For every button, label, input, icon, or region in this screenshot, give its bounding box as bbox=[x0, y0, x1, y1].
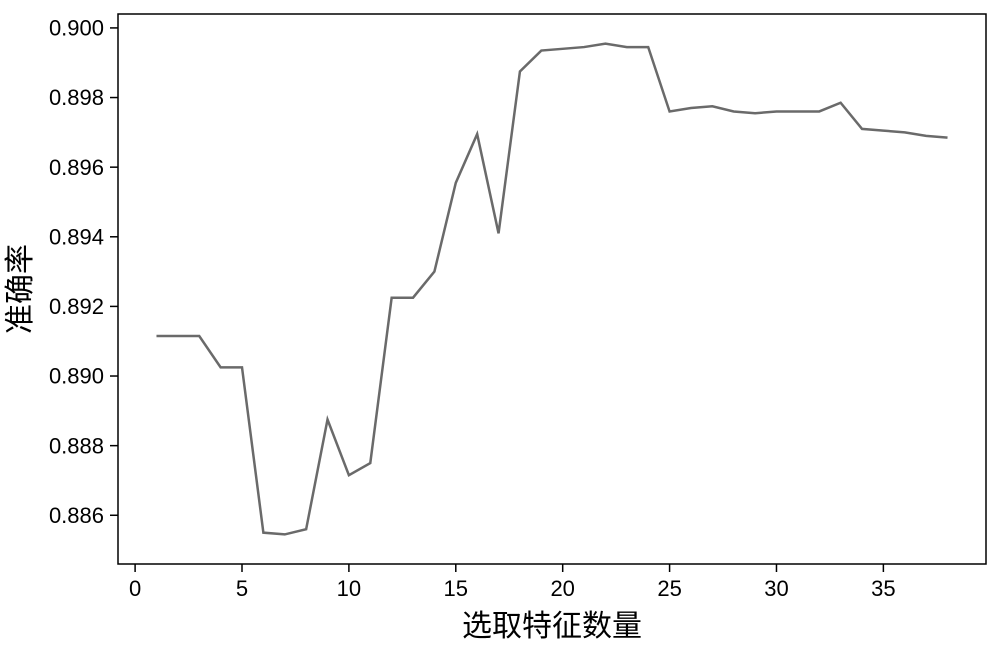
y-tick-label: 0.894 bbox=[49, 224, 104, 249]
y-tick-label: 0.888 bbox=[49, 433, 104, 458]
line-chart: 0 5 10 15 20 25 30 35 0.886 0.888 0.890 0.892 0.894 0… bbox=[0, 0, 1000, 655]
y-tick-label: 0.900 bbox=[49, 16, 104, 41]
y-axis-label: 准确率 bbox=[4, 244, 37, 334]
x-tick-label: 30 bbox=[764, 576, 788, 601]
x-tick-label: 0 bbox=[129, 576, 141, 601]
chart-container: 0 5 10 15 20 25 30 35 0.886 0.888 0.890 0.892 0.894 0… bbox=[0, 0, 1000, 655]
x-tick-label: 10 bbox=[337, 576, 361, 601]
x-tick-label: 15 bbox=[444, 576, 468, 601]
y-tick-label: 0.898 bbox=[49, 85, 104, 110]
x-tick-label: 20 bbox=[550, 576, 574, 601]
x-tick-label: 35 bbox=[871, 576, 895, 601]
y-tick-label: 0.892 bbox=[49, 294, 104, 319]
y-tick-label: 0.886 bbox=[49, 503, 104, 528]
y-tick-label: 0.890 bbox=[49, 364, 104, 389]
x-tick-label: 5 bbox=[236, 576, 248, 601]
x-axis-label: 选取特征数量 bbox=[462, 610, 642, 643]
x-tick-label: 25 bbox=[657, 576, 681, 601]
y-tick-label: 0.896 bbox=[49, 155, 104, 180]
